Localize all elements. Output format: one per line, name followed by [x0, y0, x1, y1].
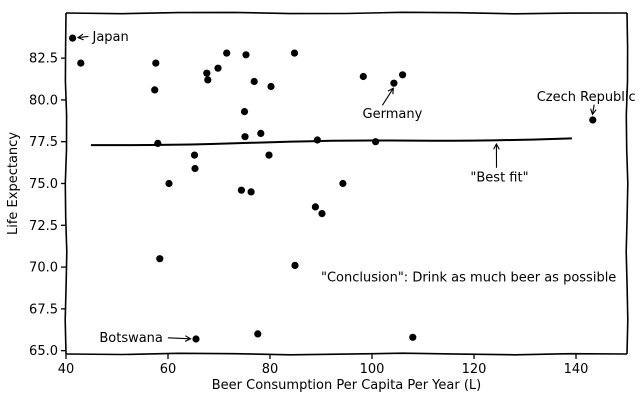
data-point — [339, 179, 347, 188]
data-point — [290, 49, 299, 57]
x-tick-label: 100 — [360, 362, 385, 377]
data-point — [241, 133, 249, 141]
data-point — [192, 335, 200, 343]
annotation-label: Germany — [363, 107, 423, 122]
plot-border — [625, 12, 629, 355]
data-point — [359, 72, 367, 81]
x-tick-label: 120 — [462, 362, 487, 377]
data-point — [214, 64, 222, 72]
x-tick-label: 80 — [262, 362, 279, 377]
data-point — [267, 82, 275, 91]
data-point — [242, 51, 250, 59]
plot-border — [65, 352, 628, 356]
annotation-arrowhead — [76, 33, 84, 41]
annotation-arrow — [167, 337, 191, 340]
plot-border — [65, 11, 628, 15]
x-tick-label: 40 — [58, 362, 75, 377]
x-axis: 40 60 80 100 120 140 — [58, 354, 589, 377]
data-point — [409, 333, 417, 341]
data-point — [237, 186, 245, 194]
y-tick-label: 80.0 — [29, 93, 58, 108]
x-axis-label: Beer Consumption Per Capita Per Year (L) — [212, 378, 481, 393]
data-point — [69, 34, 77, 42]
y-tick-label: 67.5 — [29, 302, 58, 317]
data-point — [291, 261, 299, 269]
data-point — [372, 138, 380, 146]
annotation-arrowhead — [184, 335, 192, 342]
data-point — [152, 59, 160, 67]
data-point — [265, 151, 273, 159]
data-point — [151, 86, 159, 94]
annotation-label: Czech Republic — [537, 90, 636, 105]
y-tick-label: 82.5 — [29, 52, 58, 67]
data-point — [154, 139, 162, 147]
annotation-label: "Best fit" — [470, 170, 528, 185]
data-point — [223, 49, 231, 57]
y-tick-label: 70.0 — [29, 261, 58, 276]
data-points — [69, 34, 597, 343]
data-point — [318, 210, 326, 218]
y-tick-label: 75.0 — [29, 177, 58, 192]
data-point — [313, 136, 321, 144]
y-tick-label: 77.5 — [29, 135, 58, 150]
data-point — [190, 151, 199, 159]
annotation-arrow — [78, 35, 89, 39]
data-point — [250, 77, 258, 86]
data-point — [399, 71, 407, 79]
y-tick-label: 65.0 — [29, 344, 58, 359]
y-axis-label: Life Expectancy — [6, 132, 21, 235]
x-tick-label: 60 — [160, 362, 177, 377]
data-point — [156, 255, 164, 263]
data-point — [204, 76, 212, 84]
annotation-arrows — [76, 33, 597, 342]
data-point — [77, 59, 85, 67]
data-point — [247, 188, 255, 196]
data-point — [311, 203, 319, 211]
x-tick-label: 140 — [564, 362, 589, 377]
annotations: Japan Germany Czech Republic "Best fit" Bots… — [92, 30, 636, 346]
data-point — [589, 116, 597, 124]
data-point — [240, 108, 249, 116]
annotation-arrowhead — [387, 87, 394, 95]
annotation-arrow — [381, 87, 394, 106]
data-point — [203, 69, 211, 77]
data-point — [390, 79, 398, 87]
y-axis: 65.0 67.5 70.0 72.5 75.0 77.5 80.0 82.5 — [29, 52, 66, 359]
plot-frame — [64, 11, 629, 356]
annotation-label: Japan — [92, 30, 129, 45]
annotation-label: "Conclusion": Drink as much beer as poss… — [321, 271, 616, 286]
data-point — [191, 164, 199, 173]
annotation-label: Botswana — [99, 331, 163, 346]
annotation-arrowhead — [493, 142, 500, 150]
annotation-arrowhead — [590, 108, 597, 116]
best-fit-line — [91, 137, 572, 147]
y-tick-label: 72.5 — [29, 219, 58, 234]
best-fit-line-layer — [91, 137, 572, 147]
data-point — [165, 179, 173, 188]
data-point — [257, 129, 265, 137]
data-point — [254, 330, 262, 338]
annotation-arrow — [591, 104, 595, 115]
